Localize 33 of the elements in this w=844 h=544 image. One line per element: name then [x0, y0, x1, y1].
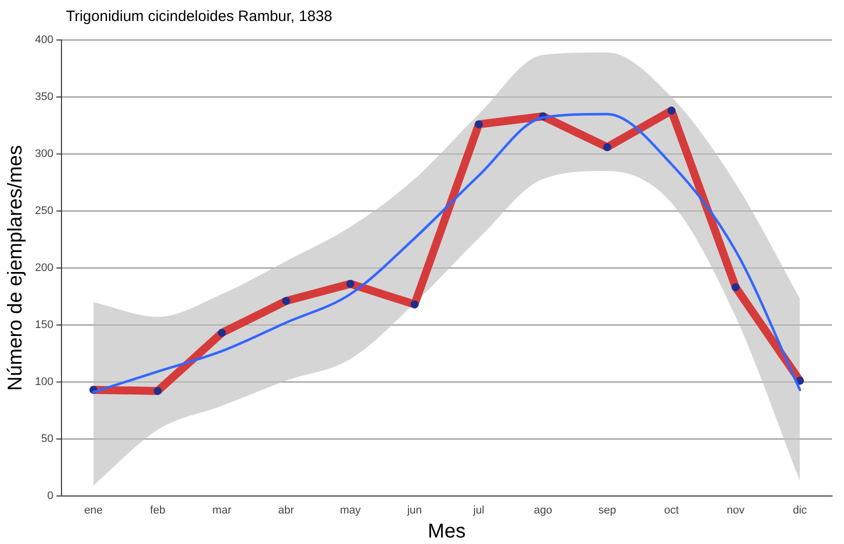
point [282, 296, 290, 305]
y-tick-label: 50 [41, 432, 54, 445]
y-tick-label: 400 [34, 34, 54, 46]
x-axis-title: Mes [428, 520, 466, 543]
y-tick-label: 0 [47, 490, 54, 502]
point [667, 106, 676, 115]
y-tick-label: 350 [34, 91, 54, 104]
x-tick-label: sep [598, 504, 616, 516]
point [474, 120, 483, 128]
x-tick-label: ene [84, 504, 103, 516]
point [732, 283, 740, 292]
y-tick-label: 200 [34, 262, 54, 274]
point [603, 143, 612, 152]
x-tick-label: nov [726, 504, 746, 516]
y-axis-title: Número de ejemplares/mes [4, 145, 27, 391]
x-tick-label: jun [406, 504, 422, 516]
x-tick-label: may [340, 504, 362, 516]
x-tick-label: ago [534, 504, 552, 516]
point [218, 328, 226, 337]
point [410, 300, 419, 308]
point [346, 280, 354, 288]
x-tick-label: abr [278, 504, 294, 516]
y-tick-label: 100 [34, 376, 54, 388]
chart-title: Trigonidium cicindeloides Rambur, 1838 [66, 8, 332, 25]
x-tick-label: jul [472, 504, 484, 516]
y-tick-label: 150 [34, 318, 54, 331]
y-tick-label: 250 [34, 204, 54, 217]
x-tick-label: oct [664, 504, 679, 516]
x-tick-label: mar [212, 504, 232, 516]
x-tick-label: feb [150, 504, 166, 516]
x-tick-label: dic [792, 504, 808, 516]
y-tick-label: 300 [34, 148, 54, 160]
point [154, 386, 162, 395]
